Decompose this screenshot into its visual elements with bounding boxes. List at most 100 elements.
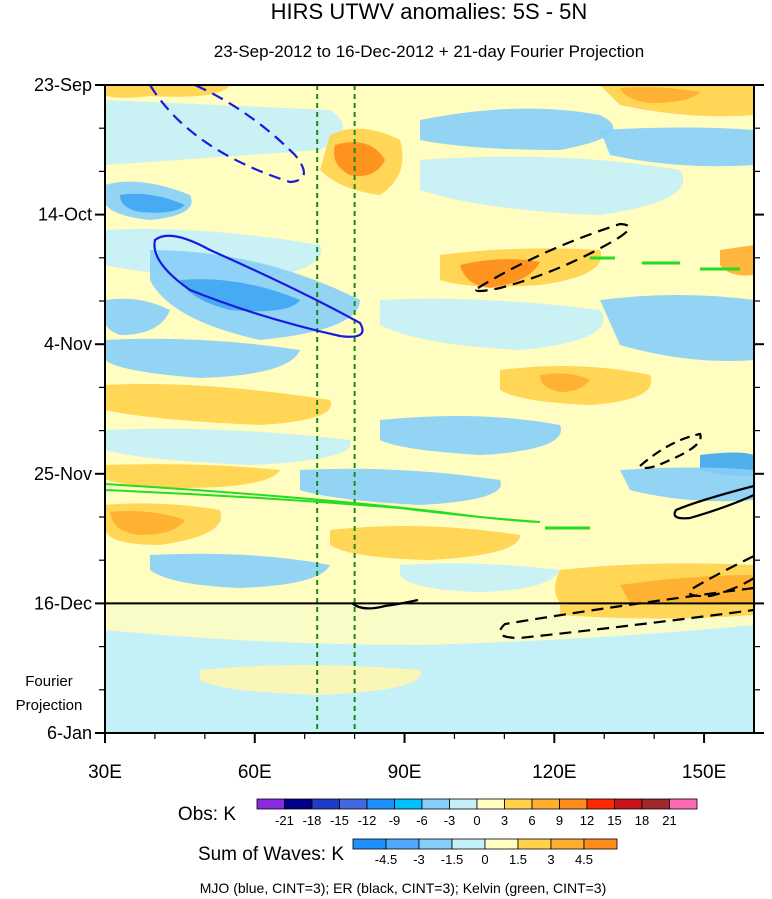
kelvin-contour-band	[105, 483, 541, 523]
colorbar-label: 0	[481, 852, 488, 867]
colorbar-swatch	[614, 798, 643, 810]
colorbar-swatch	[669, 798, 698, 810]
er-contour-dashed-2	[638, 432, 702, 470]
anomaly-blob	[330, 526, 520, 560]
y-tick-label: 23-Sep	[34, 75, 92, 95]
anomaly-field	[105, 85, 754, 695]
colorbar-swatch	[339, 798, 368, 810]
er-contour-dashed-1	[475, 222, 630, 293]
mjo-contour-negative	[149, 85, 305, 184]
colorbar-swatch	[284, 798, 313, 810]
colorbar-swatch	[550, 838, 585, 850]
er-contour-dashed-3	[688, 555, 754, 598]
colorbar-swatch	[366, 798, 395, 810]
colorbar-swatch	[476, 798, 505, 810]
colorbar-swatch	[484, 838, 519, 850]
y-axis: 23-Sep 14-Oct 4-Nov 25-Nov 16-Dec 6-Jan	[34, 75, 764, 743]
colorbar-label: 21	[662, 813, 676, 828]
waves-colorbar: -4.5 -3 -1.5 0 1.5 3 4.5	[352, 838, 618, 867]
x-tick-label: 150E	[682, 762, 726, 783]
anomaly-blob	[620, 575, 754, 603]
y-tick-label: 4-Nov	[44, 334, 92, 354]
anomaly-blob	[105, 298, 170, 335]
colorbar-label: 15	[607, 813, 621, 828]
colorbar-label: 3	[501, 813, 508, 828]
colorbar-swatch	[586, 798, 615, 810]
plot-area	[105, 85, 754, 733]
colorbar-swatch	[256, 798, 285, 810]
anomaly-blob	[105, 384, 332, 425]
anomaly-blob	[180, 279, 300, 312]
anomaly-blob	[105, 338, 300, 378]
colorbar-label: 12	[580, 813, 594, 828]
er-contour-dashed-4	[498, 586, 754, 640]
colorbar-swatch	[421, 798, 450, 810]
anomaly-blob	[334, 142, 385, 176]
y-tick-label: 14-Oct	[38, 205, 92, 225]
colorbar-swatch	[451, 838, 486, 850]
projection-label-line1: Fourier	[25, 673, 73, 690]
colorbar-label: 0	[473, 813, 480, 828]
colorbar-swatch	[394, 798, 423, 810]
anomaly-blob	[380, 416, 561, 455]
anomaly-blob	[110, 511, 185, 535]
anomaly-blob	[105, 464, 280, 488]
colorbar-label: -4.5	[375, 852, 397, 867]
mjo-contour-positive	[153, 234, 364, 338]
anomaly-blob	[300, 468, 501, 505]
er-contour-solid-1	[673, 484, 754, 520]
colorbar-label: -9	[389, 813, 401, 828]
anomaly-blob	[460, 259, 540, 288]
anomaly-blob	[600, 127, 754, 167]
y-tick-label: 6-Jan	[47, 723, 92, 743]
x-tick-label: 120E	[532, 762, 576, 783]
x-tick-label: 60E	[238, 762, 272, 783]
anomaly-blob	[540, 373, 590, 392]
obs-legend-label: Obs: K	[178, 804, 236, 825]
anomaly-blob	[560, 601, 754, 619]
colorbar-label: -18	[303, 813, 322, 828]
colorbar-label: -3	[413, 852, 425, 867]
anomaly-blob	[420, 156, 684, 215]
y-tick-label: 16-Dec	[34, 593, 92, 613]
wave-contours	[105, 85, 754, 640]
colorbar-swatch	[418, 838, 453, 850]
colorbar-label: -3	[444, 813, 456, 828]
colorbar-swatch	[385, 838, 420, 850]
projection-label-line2: Projection	[16, 697, 83, 714]
colorbar-label: 18	[635, 813, 649, 828]
contour-note: MJO (blue, CINT=3); ER (black, CINT=3); …	[200, 880, 607, 896]
colorbar-label: 3	[547, 852, 554, 867]
anomaly-blob	[620, 467, 754, 502]
x-tick-label: 30E	[88, 762, 122, 783]
colorbar-label: -6	[416, 813, 428, 828]
colorbar-swatch	[517, 838, 552, 850]
anomaly-blob	[380, 298, 604, 350]
x-tick-label: 90E	[388, 762, 422, 783]
anomaly-blob	[600, 295, 754, 361]
colorbar-swatch	[449, 798, 478, 810]
anomaly-blob	[400, 563, 560, 592]
anomaly-blob	[105, 100, 343, 165]
anomaly-blob	[120, 193, 185, 213]
colorbar-swatch	[641, 798, 670, 810]
anomaly-blob	[200, 665, 421, 695]
colorbar-label: 9	[556, 813, 563, 828]
anomaly-blob	[620, 87, 700, 103]
colorbar-label: 4.5	[575, 852, 593, 867]
anomaly-blob	[420, 108, 614, 150]
colorbar-label: 6	[528, 813, 535, 828]
anomaly-blob	[150, 553, 330, 588]
colorbar-label: -12	[358, 813, 377, 828]
colorbar-label: 1.5	[509, 852, 527, 867]
obs-colorbar: -21 -18 -15 -12 -9 -6 -3 0 3 6 9 12 15 18 21	[256, 798, 698, 828]
colorbar-label: -15	[330, 813, 349, 828]
plot-frame	[104, 84, 755, 734]
y-tick-label: 25-Nov	[34, 464, 92, 484]
colorbar-swatch	[583, 838, 618, 850]
waves-legend-label: Sum of Waves: K	[198, 844, 344, 865]
x-axis: 30E 60E 90E 120E 150E	[88, 733, 726, 783]
chart-title: HIRS UTWV anomalies: 5S - 5N	[271, 0, 588, 24]
colorbar-swatch	[559, 798, 588, 810]
